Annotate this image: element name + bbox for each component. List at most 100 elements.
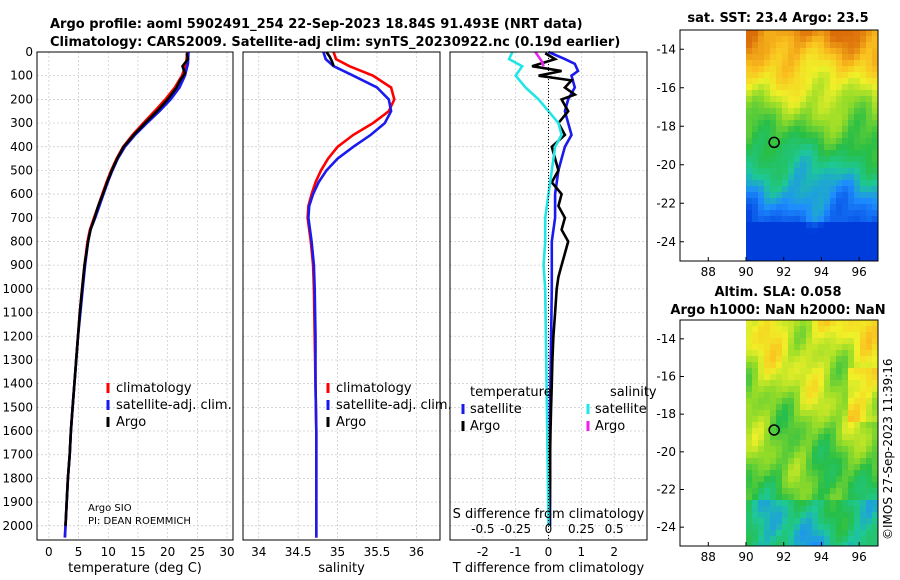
x-tick-label: 0 bbox=[45, 545, 53, 559]
map-frame bbox=[679, 319, 879, 547]
legend-title-salinity: salinity bbox=[610, 385, 657, 400]
map-title: Altim. SLA: 0.058 bbox=[715, 285, 842, 300]
y-tick-label: 100 bbox=[10, 69, 33, 83]
argo-location-marker bbox=[768, 424, 780, 436]
legend-label: satellite bbox=[470, 402, 522, 417]
lat-tick-label: -16 bbox=[656, 81, 676, 95]
lon-tick-label: 92 bbox=[776, 550, 791, 564]
legend-label: Argo bbox=[336, 415, 366, 430]
y-tick-label: 1600 bbox=[2, 424, 33, 438]
x-tick-label: -1 bbox=[510, 545, 522, 559]
s-tick-label: -0.5 bbox=[471, 522, 494, 536]
temperature-panel: 0 100 200 300 400 500 600 700 800 900 1000 1100 1200… bbox=[2, 45, 234, 576]
y-tick-label: 1700 bbox=[2, 448, 33, 462]
y-tick-label: 600 bbox=[10, 187, 33, 201]
x-tick-label: 34 bbox=[251, 545, 266, 559]
legend-label: climatology bbox=[336, 381, 412, 396]
x-tick-label: 15 bbox=[130, 545, 145, 559]
y-tick-label: 1200 bbox=[2, 329, 33, 343]
pi-text: PI: DEAN ROEMMICH bbox=[88, 516, 191, 527]
x-tick-label: 34.5 bbox=[285, 545, 312, 559]
axes-frame bbox=[242, 51, 441, 541]
lat-tick-label: -14 bbox=[656, 42, 676, 56]
y-tick-label: 200 bbox=[10, 92, 33, 106]
footer-credit: ©IMOS 27-Sep-2023 11:39:16 bbox=[881, 358, 895, 540]
series-line-satellite-adj-clim- bbox=[63, 51, 190, 538]
figure-title-line-1: Argo profile: aoml 5902491_254 22-Sep-20… bbox=[50, 17, 583, 32]
lat-tick-label: -20 bbox=[656, 445, 676, 459]
lon-tick-label: 90 bbox=[738, 265, 753, 279]
lon-tick-label: 88 bbox=[701, 265, 716, 279]
figure-title-line-2: Climatology: CARS2009. Satellite-adj cli… bbox=[50, 35, 620, 50]
x-tick-label: 10 bbox=[101, 545, 116, 559]
difference-panel: -2 -1 0 1 2 T difference from climatology S di… bbox=[449, 50, 657, 576]
lat-tick-label: -24 bbox=[656, 235, 676, 249]
lon-tick-label: 92 bbox=[776, 265, 791, 279]
pi-text: Argo SIO bbox=[88, 503, 132, 514]
lat-tick-label: -18 bbox=[656, 119, 676, 133]
y-tick-label: 500 bbox=[10, 163, 33, 177]
y-tick-label: 1000 bbox=[2, 282, 33, 296]
x-tick-label: 2 bbox=[610, 545, 618, 559]
y-tick-label: 1500 bbox=[2, 400, 33, 414]
x-tick-label: 35.5 bbox=[364, 545, 391, 559]
lon-tick-label: 88 bbox=[701, 550, 716, 564]
y-tick-label: 700 bbox=[10, 211, 33, 225]
y-tick-label: 800 bbox=[10, 235, 33, 249]
y-tick-label: 300 bbox=[10, 116, 33, 130]
lat-tick-label: -22 bbox=[656, 196, 676, 210]
map-frame bbox=[679, 29, 879, 262]
y-tick-label: 400 bbox=[10, 140, 33, 154]
map-subtitle: Argo h1000: NaN h2000: NaN bbox=[670, 303, 885, 318]
x-tick-label: 35 bbox=[330, 545, 345, 559]
x-tick-label: 20 bbox=[160, 545, 175, 559]
y-tick-label: 900 bbox=[10, 258, 33, 272]
y-tick-label: 1400 bbox=[2, 377, 33, 391]
lat-tick-label: -22 bbox=[656, 483, 676, 497]
series-line-satellite-adj-clim- bbox=[307, 51, 393, 538]
x-tick-label: 1 bbox=[578, 545, 586, 559]
legend-title-temperature: temperature bbox=[470, 385, 552, 400]
x-tick-label: 25 bbox=[190, 545, 205, 559]
lat-tick-label: -20 bbox=[656, 158, 676, 172]
x-tick-label: 30 bbox=[219, 545, 234, 559]
series-line-s-argo bbox=[534, 51, 545, 67]
s-axis-label: S difference from climatology bbox=[453, 507, 645, 522]
legend-label: satellite bbox=[595, 402, 647, 417]
lon-tick-label: 94 bbox=[814, 550, 829, 564]
lon-tick-label: 96 bbox=[852, 265, 867, 279]
y-tick-label: 1100 bbox=[2, 306, 33, 320]
lat-tick-label: -16 bbox=[656, 370, 676, 384]
y-tick-label: 2000 bbox=[2, 519, 33, 533]
map-title: sat. SST: 23.4 Argo: 23.5 bbox=[687, 11, 868, 26]
s-tick-label: -0.25 bbox=[500, 522, 531, 536]
y-tick-label: 1800 bbox=[2, 471, 33, 485]
argo-location-marker bbox=[768, 136, 780, 149]
s-tick-label: 0.25 bbox=[568, 522, 595, 536]
s-tick-label: 0 bbox=[545, 522, 553, 536]
lon-tick-label: 96 bbox=[852, 550, 867, 564]
salinity-panel: 34 34.5 35 35.5 36 salinity climatology satelli… bbox=[242, 51, 452, 576]
sst-map-panel: -14 -16 -18 -20 -22 -24 88 90 92 94 96 sat. SST: 23… bbox=[656, 11, 879, 279]
legend-label: Argo bbox=[116, 415, 146, 430]
lat-tick-label: -24 bbox=[656, 520, 676, 534]
legend-label: satellite-adj. clim. bbox=[116, 398, 232, 413]
sla-map-panel: -14 -16 -18 -20 -22 -24 88 90 92 94 96 Altim. SLA: … bbox=[656, 285, 885, 564]
series-line-argo bbox=[64, 52, 190, 526]
x-axis-label: temperature (deg C) bbox=[68, 561, 202, 576]
x-axis-label: T difference from climatology bbox=[452, 561, 645, 576]
series-line-argo bbox=[325, 51, 335, 67]
x-tick-label: 0 bbox=[545, 545, 553, 559]
series-line-t-satellite bbox=[547, 50, 580, 526]
axes-frame bbox=[36, 51, 234, 541]
lon-tick-label: 94 bbox=[814, 265, 829, 279]
series-line-s-satellite bbox=[507, 51, 563, 526]
lat-tick-label: -18 bbox=[656, 407, 676, 421]
legend-label: Argo bbox=[595, 419, 625, 434]
x-axis-label: salinity bbox=[318, 561, 365, 576]
y-tick-label: 1900 bbox=[2, 495, 33, 509]
x-tick-label: 36 bbox=[409, 545, 424, 559]
x-tick-label: 5 bbox=[75, 545, 83, 559]
legend-label: satellite-adj. clim. bbox=[336, 398, 452, 413]
